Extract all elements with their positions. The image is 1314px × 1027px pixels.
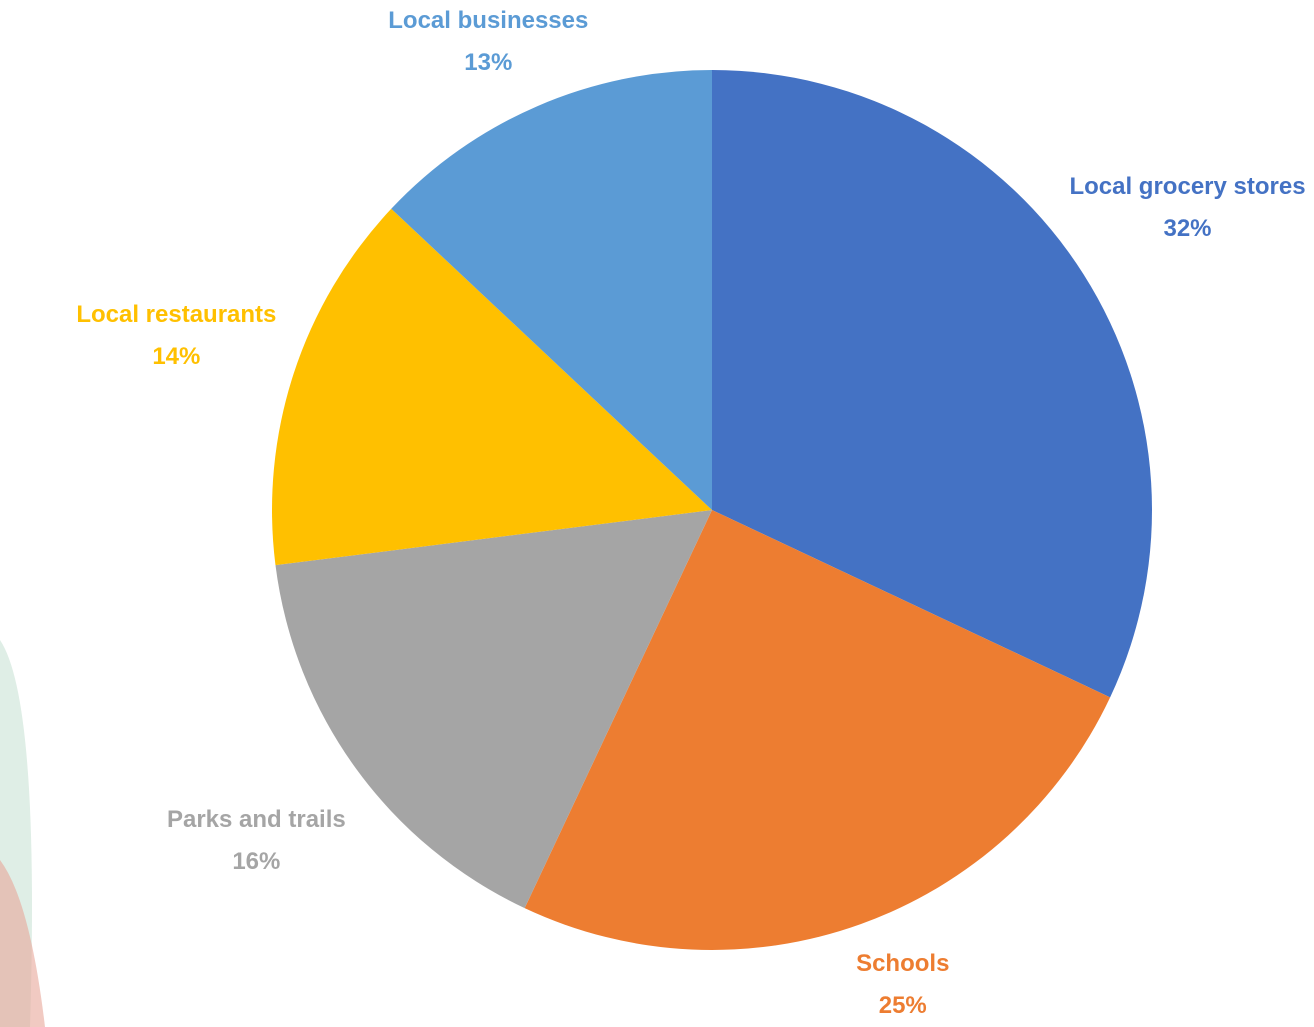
pie-slice [712, 70, 1152, 698]
slice-label: Local grocery stores 32% [1063, 166, 1313, 250]
slice-label: Schools 25% [778, 943, 1028, 1027]
category-label: Local restaurants [76, 300, 277, 328]
slice-label: Parks and trails 16% [131, 799, 381, 883]
pie-slice [524, 510, 1111, 950]
slice-label: Local restaurants 14% [51, 294, 301, 378]
background-decoration [0, 860, 45, 1027]
category-label: Schools [856, 950, 950, 977]
pie-slice [272, 208, 712, 566]
slice-label: Local businesses 13% [363, 0, 613, 84]
pie-slice [275, 510, 712, 909]
value-label: 14% [152, 342, 201, 370]
value-label: 32% [1163, 215, 1212, 243]
value-label: 25% [878, 992, 927, 1019]
category-label: Parks and trails [166, 806, 346, 834]
value-label: 16% [232, 848, 281, 876]
value-label: 13% [464, 49, 513, 76]
category-label: Local grocery stores [1069, 173, 1306, 201]
category-label: Local businesses [388, 7, 589, 34]
pie-slice [391, 70, 712, 510]
